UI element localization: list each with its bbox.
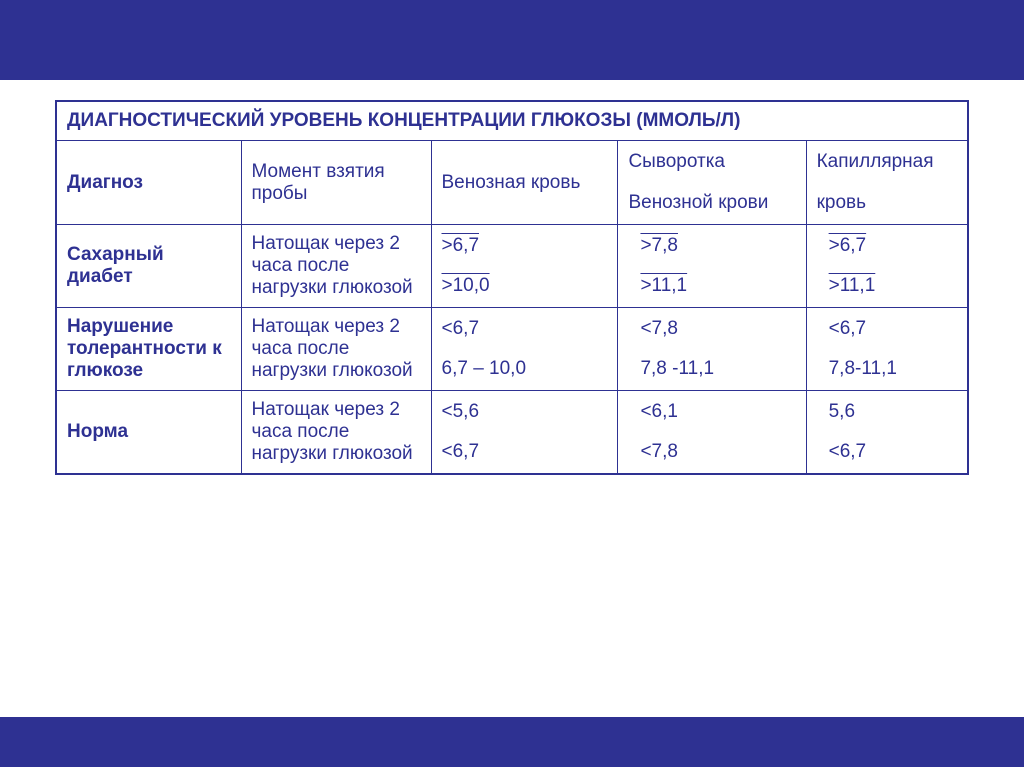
capillary-diabetes-1: >6,7 [817,235,957,257]
venous-norm-2: <6,7 [442,441,608,463]
header-capillary-line1: Капиллярная [817,149,957,176]
serum-tolerance: <7,8 7,8 -11,1 [618,308,806,391]
venous-norm-1: <5,6 [442,401,608,423]
capillary-norm-1: 5,6 [817,401,957,423]
serum-norm: <6,1 <7,8 [618,391,806,475]
serum-diabetes: >7,8 >11,1 [618,225,806,308]
capillary-tolerance-2: 7,8-11,1 [817,358,957,380]
table-title: ДИАГНОСТИЧЕСКИЙ УРОВЕНЬ КОНЦЕНТРАЦИИ ГЛЮ… [56,101,968,141]
header-serum-line2: Венозной крови [628,190,795,217]
header-diagnosis: Диагноз [56,141,241,225]
diagnosis-tolerance: Нарушение толерантности к глюкозе [56,308,241,391]
capillary-tolerance-1: <6,7 [817,318,957,340]
venous-diabetes: >6,7 >10,0 [431,225,618,308]
venous-tolerance-1: <6,7 [442,318,608,340]
serum-diabetes-2: >11,1 [628,275,795,297]
capillary-tolerance: <6,7 7,8-11,1 [806,308,968,391]
title-row: ДИАГНОСТИЧЕСКИЙ УРОВЕНЬ КОНЦЕНТРАЦИИ ГЛЮ… [56,101,968,141]
header-venous: Венозная кровь [431,141,618,225]
venous-tolerance: <6,7 6,7 – 10,0 [431,308,618,391]
table-row: Нарушение толерантности к глюкозе Натоща… [56,308,968,391]
capillary-norm-2: <6,7 [817,441,957,463]
venous-diabetes-2: >10,0 [442,275,608,297]
header-capillary: Капиллярная кровь [806,141,968,225]
serum-norm-2: <7,8 [628,441,795,463]
diagnosis-diabetes: Сахарный диабет [56,225,241,308]
bottom-band [0,717,1024,767]
header-capillary-line2: кровь [817,190,957,217]
capillary-diabetes: >6,7 >11,1 [806,225,968,308]
glucose-table: ДИАГНОСТИЧЕСКИЙ УРОВЕНЬ КОНЦЕНТРАЦИИ ГЛЮ… [55,100,969,475]
diagnosis-norm: Норма [56,391,241,475]
capillary-norm: 5,6 <6,7 [806,391,968,475]
serum-diabetes-1: >7,8 [628,235,795,257]
header-serum: Сыворотка Венозной крови [618,141,806,225]
header-serum-line1: Сыворотка [628,149,795,176]
header-moment: Момент взятия пробы [241,141,431,225]
table-row: Сахарный диабет Натощак через 2 часа пос… [56,225,968,308]
serum-tolerance-2: 7,8 -11,1 [628,358,795,380]
header-row: Диагноз Момент взятия пробы Венозная кро… [56,141,968,225]
table-row: Норма Натощак через 2 часа после нагрузк… [56,391,968,475]
serum-tolerance-1: <7,8 [628,318,795,340]
moment-tolerance: Натощак через 2 часа после нагрузки глюк… [241,308,431,391]
top-band [0,0,1024,80]
venous-diabetes-1: >6,7 [442,235,608,257]
moment-diabetes: Натощак через 2 часа после нагрузки глюк… [241,225,431,308]
moment-norm: Натощак через 2 часа после нагрузки глюк… [241,391,431,475]
content-area: ДИАГНОСТИЧЕСКИЙ УРОВЕНЬ КОНЦЕНТРАЦИИ ГЛЮ… [0,80,1024,717]
venous-tolerance-2: 6,7 – 10,0 [442,358,608,380]
capillary-diabetes-2: >11,1 [817,275,957,297]
serum-norm-1: <6,1 [628,401,795,423]
venous-norm: <5,6 <6,7 [431,391,618,475]
